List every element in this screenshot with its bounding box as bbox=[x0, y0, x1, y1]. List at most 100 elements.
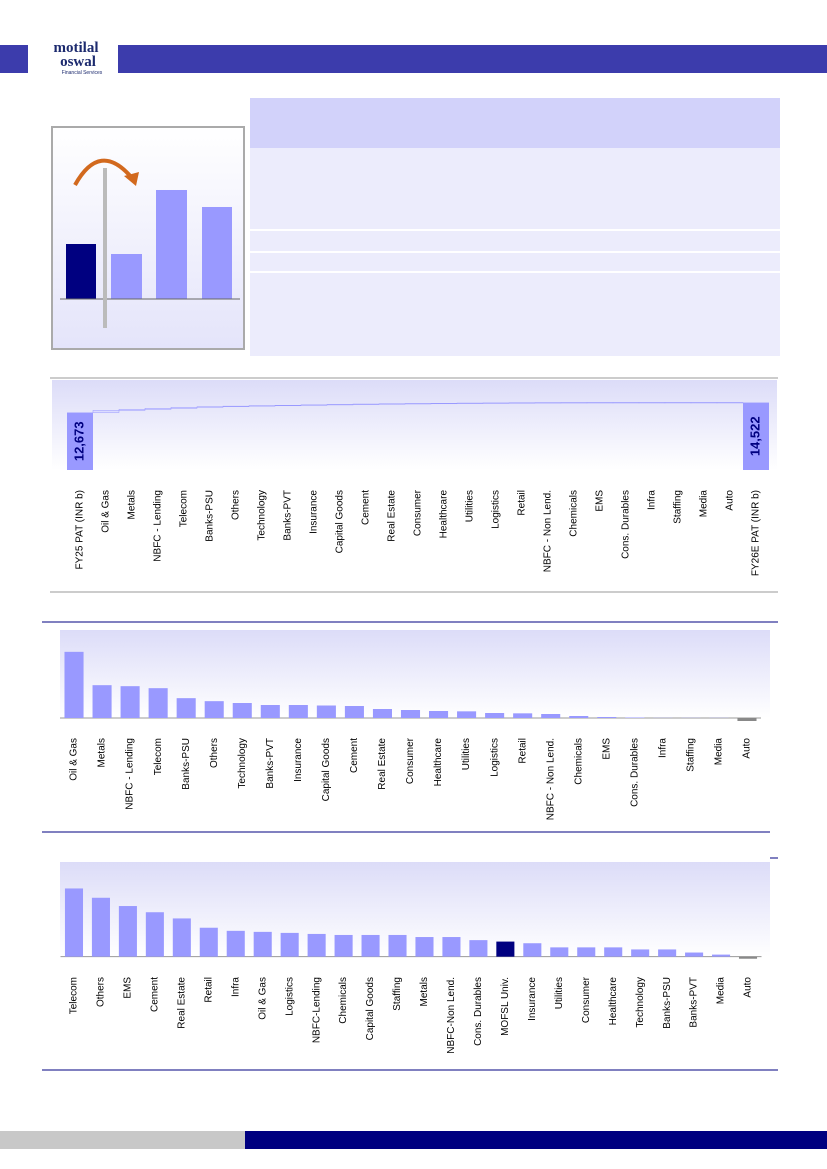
float-bar bbox=[196, 406, 224, 408]
logo-subtext: Financial Services bbox=[62, 70, 103, 76]
float-bar bbox=[170, 407, 198, 409]
x-tick-label: Infra bbox=[658, 738, 669, 758]
bar bbox=[569, 716, 589, 718]
float-bar bbox=[92, 410, 120, 413]
x-tick-label: Utilities bbox=[554, 977, 565, 1009]
bar bbox=[625, 717, 645, 718]
header-block bbox=[0, 45, 28, 73]
float-bar bbox=[690, 402, 718, 404]
float-bar bbox=[118, 409, 146, 411]
float-bar bbox=[274, 405, 302, 406]
x-tick-label: Staffing bbox=[686, 738, 697, 772]
bar bbox=[685, 952, 704, 957]
x-tick-label: Consumer bbox=[413, 489, 424, 536]
bar bbox=[64, 888, 84, 957]
bar bbox=[334, 934, 353, 957]
bar bbox=[344, 706, 364, 718]
bar bbox=[64, 651, 84, 718]
x-tick-label: Oil & Gas bbox=[101, 490, 112, 533]
bar bbox=[712, 954, 731, 957]
bar bbox=[280, 932, 299, 957]
float-bar bbox=[222, 405, 250, 407]
x-tick-label: Real Estate bbox=[176, 977, 187, 1029]
total-bar bbox=[743, 402, 769, 470]
bar bbox=[172, 918, 191, 957]
x-tick-label: Real Estate bbox=[387, 490, 398, 542]
x-tick-label: Metals bbox=[97, 738, 108, 767]
bar bbox=[176, 698, 196, 718]
bar bbox=[316, 705, 336, 718]
bar bbox=[469, 940, 488, 957]
bar bbox=[372, 709, 392, 718]
x-tick-label: Technology bbox=[237, 738, 248, 789]
x-tick-label: Media bbox=[716, 977, 727, 1005]
x-tick-label: NBFC - Non Lend. bbox=[543, 490, 554, 572]
x-tick-label: FY25 PAT (INR b) bbox=[75, 490, 86, 569]
x-tick-label: Technology bbox=[257, 490, 268, 541]
bar bbox=[513, 713, 533, 718]
bar bbox=[148, 688, 168, 718]
chart-background bbox=[52, 380, 777, 470]
x-tick-label: Chemicals bbox=[338, 977, 349, 1024]
x-tick-label: Oil & Gas bbox=[69, 738, 80, 781]
float-bar bbox=[534, 402, 562, 404]
x-tick-label: Media bbox=[714, 738, 725, 766]
x-tick-label: Auto bbox=[743, 977, 754, 998]
bar bbox=[199, 927, 218, 957]
bar bbox=[253, 931, 272, 957]
bar bbox=[485, 713, 505, 718]
bar bbox=[415, 937, 434, 957]
bar bbox=[232, 703, 252, 718]
bar bbox=[400, 710, 421, 718]
footer-grey bbox=[0, 1131, 245, 1149]
bar bbox=[541, 714, 561, 718]
x-tick-label: Insurance bbox=[527, 977, 538, 1021]
x-tick-label: Capital Goods bbox=[321, 738, 332, 801]
float-bar bbox=[586, 402, 614, 404]
icon bbox=[60, 158, 240, 328]
x-tick-label: EMS bbox=[123, 977, 134, 999]
bar bbox=[577, 947, 596, 957]
x-tick-label: Retail bbox=[517, 738, 528, 764]
x-tick-label: Staffing bbox=[392, 977, 403, 1011]
x-tick-label: Banks-PSU bbox=[205, 490, 216, 542]
bar bbox=[523, 943, 542, 957]
bar bbox=[658, 949, 677, 957]
x-tick-label: Cons. Durables bbox=[629, 738, 640, 807]
float-bar bbox=[560, 402, 588, 404]
float-bar bbox=[430, 403, 458, 405]
x-tick-label: Banks-PVT bbox=[283, 490, 294, 541]
x-tick-label: Banks-PVT bbox=[265, 738, 276, 789]
x-tick-label: Infra bbox=[647, 490, 658, 510]
bar bbox=[118, 906, 137, 957]
float-bar bbox=[352, 403, 380, 405]
x-tick-label: Infra bbox=[230, 977, 241, 997]
x-tick-label: Capital Goods bbox=[335, 490, 346, 553]
x-tick-label: Consumer bbox=[405, 737, 416, 784]
x-tick-label: FY26E PAT (INR b) bbox=[751, 490, 762, 576]
float-bar bbox=[378, 403, 406, 405]
bar bbox=[92, 685, 112, 718]
float-bar bbox=[716, 402, 744, 404]
x-tick-label: EMS bbox=[595, 490, 606, 512]
float-bar bbox=[664, 402, 692, 404]
x-tick-label: Real Estate bbox=[377, 738, 388, 790]
bar bbox=[361, 934, 380, 957]
x-tick-label: Metals bbox=[127, 490, 138, 519]
logo-text: motilal bbox=[54, 40, 99, 56]
x-tick-label: Utilities bbox=[461, 738, 472, 770]
x-tick-label: Banks-PSU bbox=[662, 977, 673, 1029]
x-tick-label: Cement bbox=[150, 977, 161, 1012]
bar bbox=[145, 912, 164, 957]
float-bar bbox=[482, 402, 510, 404]
bar bbox=[442, 937, 461, 957]
x-tick-label: Telecom bbox=[179, 490, 190, 527]
bar bbox=[631, 949, 650, 957]
x-tick-label: Banks-PVT bbox=[689, 977, 700, 1028]
x-tick-label: Telecom bbox=[153, 738, 164, 775]
x-tick-label: Healthcare bbox=[608, 977, 619, 1026]
bar bbox=[738, 956, 758, 959]
bar bbox=[91, 897, 110, 957]
x-tick-label: Cons. Durables bbox=[473, 977, 484, 1046]
